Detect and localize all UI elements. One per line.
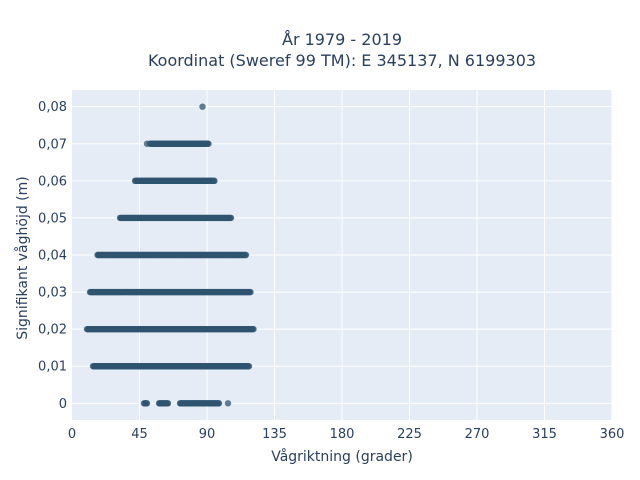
y-tick-label: 0,07 (38, 137, 67, 152)
x-tick-label: 45 (131, 427, 148, 442)
y-tick-labels: 0 0,01 0,02 0,03 0,04 0,05 0,06 0,07 0,08 (38, 100, 67, 412)
data-point (215, 400, 223, 407)
x-tick-label: 270 (465, 427, 490, 442)
y-tick-label: 0,08 (38, 100, 67, 115)
x-tick-label: 315 (532, 427, 557, 442)
y-tick-label: 0,03 (38, 286, 67, 301)
y-axis-title: Signifikant våghöjd (m) (14, 176, 31, 339)
x-tick-label: 90 (199, 427, 216, 442)
x-tick-label: 360 (600, 427, 625, 442)
x-tick-label: 225 (397, 427, 422, 442)
data-point (250, 325, 257, 333)
x-tick-labels: 0 45 90 135 180 225 270 315 360 (68, 427, 625, 442)
y-tick-label: 0,02 (38, 323, 67, 338)
data-point (164, 400, 172, 407)
x-axis-title: Vågriktning (grader) (271, 448, 413, 465)
data-point (143, 400, 151, 407)
data-point (245, 363, 253, 370)
x-tick-label: 180 (330, 427, 355, 442)
y-tick-label: 0,01 (38, 360, 67, 375)
data-point (143, 140, 151, 147)
y-tick-label: 0,06 (38, 174, 67, 189)
data-point (205, 140, 212, 147)
data-point (199, 103, 206, 110)
y-tick-label: 0,04 (38, 249, 67, 264)
data-point (224, 400, 232, 407)
y-tick-label: 0,05 (38, 211, 67, 226)
y-tick-label: 0 (59, 397, 67, 412)
x-tick-label: 0 (68, 427, 76, 442)
data-point (211, 177, 218, 185)
x-tick-label: 135 (262, 427, 287, 442)
chart-title-line1: År 1979 - 2019 (282, 30, 402, 49)
chart-title-line2: Koordinat (Sweref 99 TM): E 345137, N 61… (148, 51, 536, 70)
data-point (247, 288, 254, 296)
data-point (227, 214, 235, 222)
data-point (242, 251, 250, 259)
data-points (83, 103, 257, 407)
